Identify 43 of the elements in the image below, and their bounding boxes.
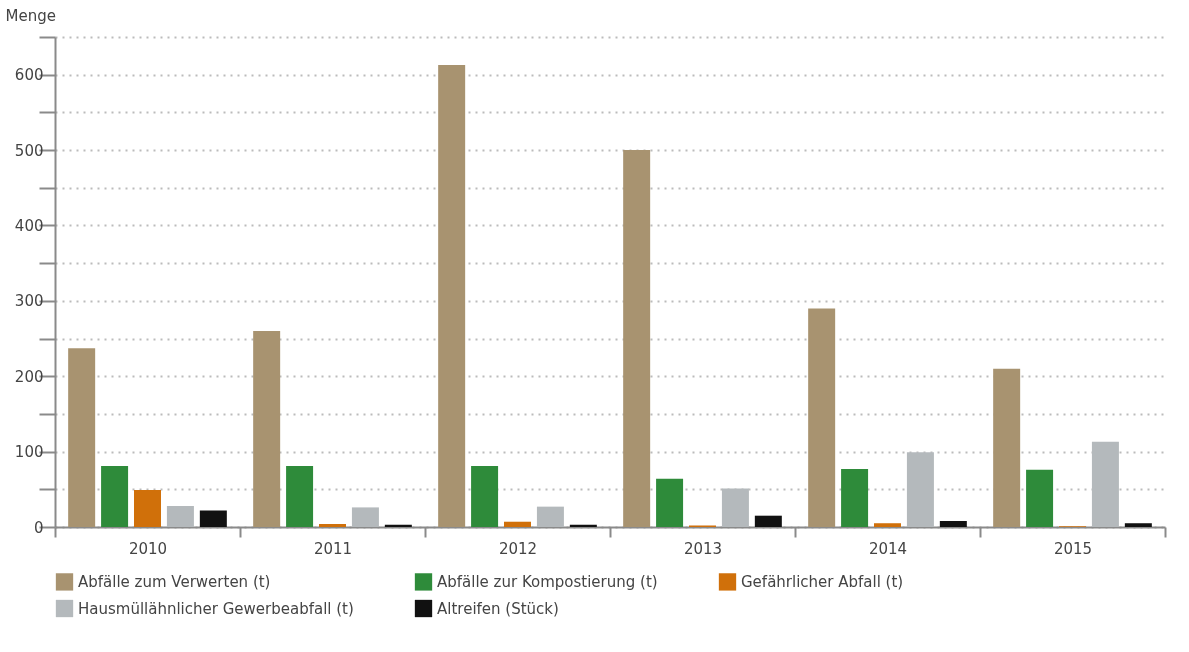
bar: [199, 510, 227, 527]
y-tick-label: 200: [14, 367, 44, 386]
bar: [808, 308, 836, 527]
bar: [939, 520, 967, 527]
bar: [656, 478, 684, 527]
legend-label: Abfälle zur Kompostierung (t): [437, 572, 658, 591]
x-tick-label: 2014: [868, 539, 908, 558]
bar: [68, 348, 96, 527]
x-tick-label: 2010: [128, 539, 168, 558]
y-tick-label: 500: [14, 141, 44, 160]
y-tick-label: 400: [14, 216, 44, 235]
bar: [993, 368, 1021, 527]
legend-label: Abfälle zum Verwerten (t): [78, 572, 271, 591]
bar: [286, 465, 314, 527]
bar: [166, 505, 194, 527]
bar: [1026, 469, 1054, 527]
x-tick-label: 2011: [313, 539, 353, 558]
y-tick-label: 300: [14, 292, 44, 311]
bar: [623, 150, 651, 527]
bar: [874, 523, 901, 527]
bar: [754, 515, 782, 527]
legend-label: Hausmüllähnlicher Gewerbeabfall (t): [78, 599, 354, 618]
bar: [841, 468, 869, 527]
y-tick-label: 100: [14, 443, 44, 462]
x-tick-label: 2015: [1053, 539, 1093, 558]
bar: [134, 490, 161, 527]
y-tick-label: 600: [14, 66, 44, 85]
bar: [101, 465, 129, 527]
bar: [1124, 523, 1152, 527]
legend-label: Altreifen (Stück): [437, 599, 559, 618]
bar: [536, 506, 564, 527]
bar: [319, 523, 346, 527]
y-axis-title: Menge: [5, 6, 56, 25]
bar: [253, 331, 281, 527]
x-tick-label: 2012: [498, 539, 538, 558]
bar: [351, 507, 379, 527]
bar: [504, 521, 531, 527]
bar: [438, 64, 466, 527]
bar: [471, 465, 499, 527]
x-tick-label: 2013: [683, 539, 723, 558]
bar: [906, 452, 934, 527]
legend-label: Gefährlicher Abfall (t): [741, 572, 904, 591]
y-tick-label: 0: [33, 518, 44, 537]
